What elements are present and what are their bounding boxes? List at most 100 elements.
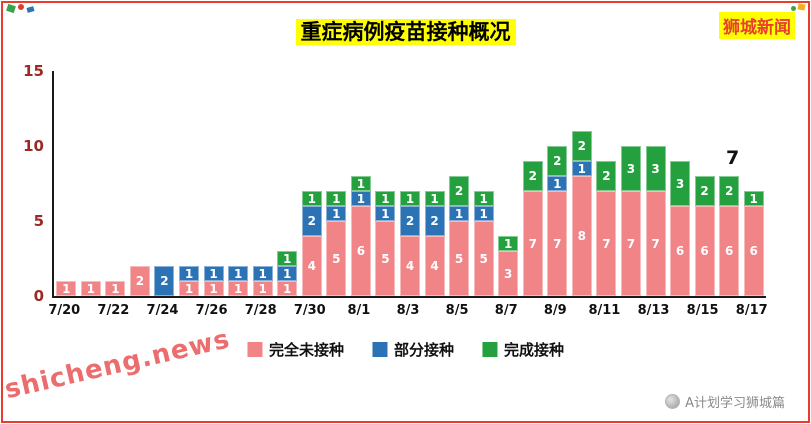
bar-segment-8/8: 2 <box>522 161 543 191</box>
bar-segment-8/5: 5 <box>449 221 470 296</box>
bar-segment-7/31: 5 <box>326 221 347 296</box>
bar-segment-7/30: 2 <box>301 206 322 236</box>
bar-segment-8/4: 2 <box>424 206 445 236</box>
chart-title-text: 重症病例疫苗接种概况 <box>295 19 516 45</box>
x-axis-tick-label: 8/15 <box>686 303 719 318</box>
x-axis-tick-label: 7/28 <box>244 303 277 318</box>
legend-swatch <box>482 342 498 357</box>
bar-segment-8/10: 1 <box>571 161 592 176</box>
bar-segment-8/9: 1 <box>547 176 568 191</box>
bar-segment-8/5: 1 <box>449 206 470 221</box>
bar-segment-7/29: 1 <box>277 266 298 281</box>
y-axis-tick-label: 0 <box>33 287 44 305</box>
x-axis-tick-label: 8/3 <box>396 303 420 318</box>
bar-segment-8/3: 2 <box>400 206 420 236</box>
credit-text: A计划学习狮城篇 <box>685 396 785 411</box>
bar-segment-8/16: 6 <box>719 206 740 296</box>
bar-segment-7/27: 1 <box>228 266 249 281</box>
bar-segment-8/7: 1 <box>498 236 519 251</box>
bar-segment-7/29: 1 <box>277 251 298 266</box>
last-bar-total-label: 7 <box>726 147 740 169</box>
bar-segment-8/3: 4 <box>400 236 420 296</box>
bar-segment-7/31: 1 <box>326 191 347 206</box>
bar-segment-8/12: 7 <box>620 191 641 296</box>
bar-segment-8/8: 7 <box>522 191 543 296</box>
legend-label: 完成接种 <box>504 341 565 359</box>
y-axis-tick-label: 5 <box>33 212 44 230</box>
corner-decoration-icon <box>791 6 796 11</box>
bar-segment-8/5: 2 <box>449 176 470 206</box>
chart-title: 重症病例疫苗接种概况 <box>0 16 811 46</box>
x-axis-tick-label: 8/7 <box>494 303 518 318</box>
bar-segment-8/14: 6 <box>670 206 691 296</box>
bar-segment-8/9: 7 <box>547 191 568 296</box>
bar-segment-7/21: 1 <box>80 281 101 296</box>
bar-segment-8/10: 2 <box>571 131 592 161</box>
x-axis-tick-label: 7/22 <box>97 303 130 318</box>
legend-swatch <box>371 342 387 357</box>
bar-segment-8/16: 2 <box>719 176 740 206</box>
bar-segment-7/26: 1 <box>203 281 224 296</box>
bar-segment-7/22: 1 <box>105 281 126 296</box>
bar-segment-7/28: 1 <box>252 266 273 281</box>
bar-segment-8/15: 2 <box>694 176 715 206</box>
legend-item: 完全未接种 <box>246 339 344 360</box>
bar-segment-8/6: 1 <box>473 206 494 221</box>
x-axis-tick-label: 8/1 <box>347 303 371 318</box>
bar-segment-8/14: 3 <box>670 161 691 206</box>
legend-item: 完成接种 <box>482 339 564 360</box>
bar-segment-7/25: 1 <box>179 281 200 296</box>
bar-segment-8/12: 3 <box>620 146 641 191</box>
bar-segment-8/6: 5 <box>473 221 494 296</box>
bar-segment-8/11: 7 <box>596 191 617 296</box>
bar-segment-7/29: 1 <box>277 281 298 296</box>
bar-segment-7/31: 1 <box>326 206 347 221</box>
bar-segment-8/9: 2 <box>547 146 568 176</box>
x-axis-tick-label: 8/11 <box>588 303 621 318</box>
x-axis-tick-label: 8/17 <box>735 303 768 318</box>
corner-decoration-icon <box>18 4 24 10</box>
bar-segment-7/24: 2 <box>154 266 175 296</box>
bar-segment-8/1: 1 <box>350 176 371 191</box>
x-axis-tick-label: 7/26 <box>195 303 228 318</box>
legend-item: 部分接种 <box>371 339 455 360</box>
bar-segment-7/28: 1 <box>252 281 273 296</box>
bar-segment-8/4: 4 <box>424 236 445 296</box>
brand-badge: 狮城新闻 <box>719 12 795 39</box>
legend-label: 完全未接种 <box>268 341 344 359</box>
bar-segment-7/25: 1 <box>179 266 200 281</box>
x-axis-tick-label: 7/24 <box>146 303 179 318</box>
bar-segment-8/2: 1 <box>375 206 396 221</box>
credit-logo-icon <box>665 394 681 409</box>
bar-segment-8/17: 1 <box>743 191 764 206</box>
bar-segment-8/1: 1 <box>350 191 371 206</box>
legend-swatch <box>246 342 262 357</box>
bar-segment-8/1: 6 <box>350 206 371 296</box>
y-axis-tick-label: 10 <box>23 137 44 155</box>
bar-segment-8/4: 1 <box>424 191 445 206</box>
x-axis-tick-label: 8/13 <box>637 303 670 318</box>
corner-decoration-icon <box>797 3 806 11</box>
bar-segment-8/10: 8 <box>571 176 592 296</box>
x-axis-tick-label: 7/30 <box>293 303 326 318</box>
bar-segment-7/23: 2 <box>129 266 150 296</box>
bar-segment-8/15: 6 <box>694 206 715 296</box>
bar-segment-7/30: 1 <box>301 191 322 206</box>
bar-segment-7/20: 1 <box>56 281 77 296</box>
bar-segment-8/7: 3 <box>498 251 519 296</box>
y-axis-tick-label: 15 <box>23 62 44 80</box>
bar-segment-8/2: 5 <box>375 221 396 296</box>
bar-segment-8/11: 2 <box>596 161 617 191</box>
watermark: shicheng.news <box>2 324 233 406</box>
corner-decoration-icon <box>6 3 16 14</box>
credit: A计划学习狮城篇 <box>665 392 785 411</box>
x-axis-tick-label: 7/20 <box>48 303 81 318</box>
legend: 完全未接种 部分接种 完成接种 <box>246 339 564 360</box>
x-axis-tick-label: 8/9 <box>543 303 567 318</box>
legend-label: 部分接种 <box>393 341 455 359</box>
bar-segment-8/6: 1 <box>473 191 494 206</box>
bar-segment-7/26: 1 <box>203 266 224 281</box>
bar-segment-8/13: 7 <box>645 191 666 296</box>
